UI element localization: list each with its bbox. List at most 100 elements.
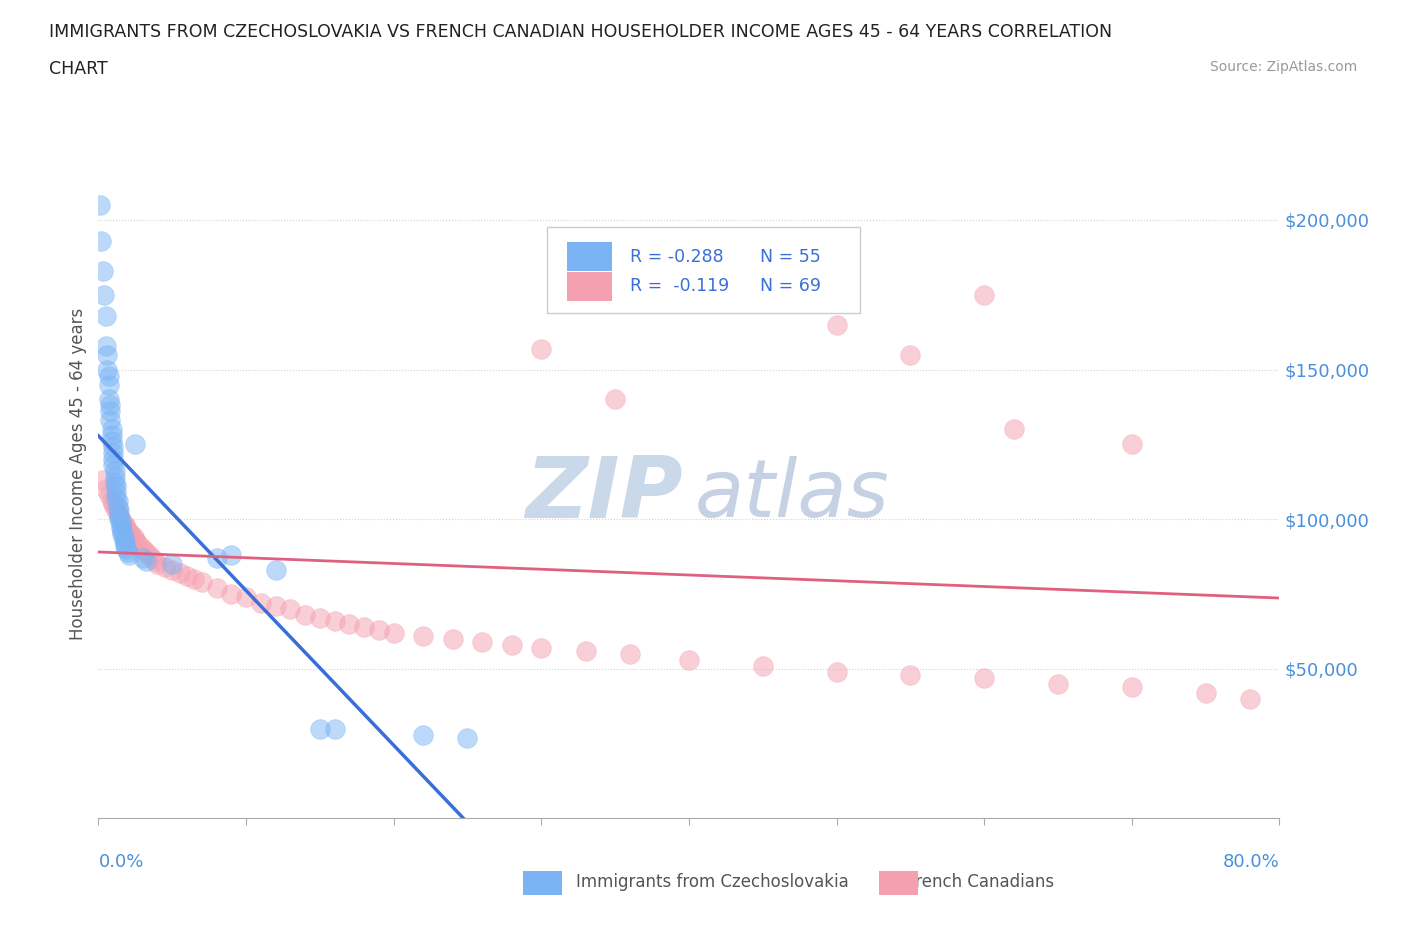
- FancyBboxPatch shape: [567, 243, 612, 272]
- Point: [146, 557, 169, 572]
- Point: [100, 428, 122, 443]
- Point: [619, 646, 641, 661]
- Point: [104, 470, 127, 485]
- Point: [138, 548, 160, 563]
- Point: [90, 233, 112, 248]
- Point: [107, 499, 129, 514]
- Text: ZIP: ZIP: [526, 454, 683, 537]
- Point: [278, 602, 302, 617]
- Point: [104, 464, 127, 479]
- Point: [135, 553, 157, 568]
- Point: [128, 538, 150, 553]
- FancyBboxPatch shape: [547, 227, 860, 312]
- Point: [111, 526, 134, 541]
- Point: [191, 575, 214, 590]
- Point: [162, 563, 183, 578]
- Point: [1002, 422, 1025, 437]
- Point: [456, 730, 478, 745]
- Point: [973, 671, 995, 685]
- Point: [96, 362, 118, 377]
- Point: [103, 452, 125, 467]
- Text: IMMIGRANTS FROM CZECHOSLOVAKIA VS FRENCH CANADIAN HOUSEHOLDER INCOME AGES 45 - 6: IMMIGRANTS FROM CZECHOSLOVAKIA VS FRENCH…: [49, 23, 1112, 41]
- Text: R =  -0.119: R = -0.119: [630, 277, 730, 296]
- Point: [103, 458, 125, 472]
- Point: [117, 524, 139, 538]
- Point: [115, 541, 138, 556]
- Point: [107, 506, 129, 521]
- Point: [117, 545, 139, 560]
- Point: [412, 629, 434, 644]
- Point: [153, 560, 176, 575]
- Point: [132, 541, 155, 556]
- Point: [501, 637, 523, 652]
- Point: [111, 524, 134, 538]
- Point: [169, 565, 191, 580]
- Text: Source: ZipAtlas.com: Source: ZipAtlas.com: [1209, 60, 1357, 74]
- Point: [205, 580, 228, 595]
- Point: [309, 610, 332, 625]
- Point: [89, 197, 111, 212]
- Point: [112, 530, 135, 545]
- Point: [94, 308, 117, 323]
- Point: [105, 479, 128, 494]
- Point: [108, 509, 131, 524]
- Point: [235, 590, 257, 604]
- Point: [162, 557, 183, 572]
- Point: [122, 530, 145, 545]
- Point: [530, 341, 553, 356]
- Point: [219, 548, 242, 563]
- Point: [124, 533, 146, 548]
- Point: [97, 368, 120, 383]
- Point: [294, 607, 316, 622]
- Point: [98, 413, 121, 428]
- Point: [973, 287, 995, 302]
- Point: [678, 652, 700, 667]
- Point: [605, 392, 627, 407]
- Point: [353, 619, 375, 634]
- Point: [135, 545, 157, 560]
- Point: [98, 404, 121, 418]
- Point: [368, 622, 391, 637]
- Point: [110, 512, 132, 526]
- Point: [97, 488, 120, 503]
- Point: [309, 721, 332, 736]
- Point: [751, 658, 773, 673]
- Point: [441, 631, 464, 646]
- Point: [205, 551, 228, 565]
- Point: [176, 568, 198, 583]
- Point: [124, 437, 146, 452]
- Point: [103, 445, 125, 460]
- Point: [112, 518, 135, 533]
- Point: [110, 521, 132, 536]
- Point: [825, 664, 848, 679]
- Point: [94, 339, 117, 353]
- Point: [1121, 679, 1143, 694]
- Text: R = -0.288: R = -0.288: [630, 247, 724, 266]
- FancyBboxPatch shape: [567, 272, 612, 301]
- Point: [100, 494, 122, 509]
- Point: [91, 263, 114, 278]
- Text: 80.0%: 80.0%: [1223, 853, 1279, 870]
- Point: [114, 538, 136, 553]
- Point: [104, 499, 127, 514]
- Point: [105, 491, 128, 506]
- Point: [143, 553, 166, 568]
- Point: [337, 617, 360, 631]
- Point: [141, 551, 163, 565]
- Point: [93, 287, 115, 302]
- Point: [118, 548, 141, 563]
- Text: N = 55: N = 55: [759, 247, 821, 266]
- Point: [118, 526, 141, 541]
- Y-axis label: Householder Income Ages 45 - 64 years: Householder Income Ages 45 - 64 years: [69, 308, 87, 641]
- Point: [108, 503, 131, 518]
- Point: [219, 587, 242, 602]
- Point: [183, 572, 205, 587]
- Point: [98, 398, 121, 413]
- Point: [114, 518, 136, 533]
- Point: [97, 392, 120, 407]
- Point: [574, 644, 596, 658]
- Point: [264, 563, 287, 578]
- Point: [125, 536, 148, 551]
- Point: [108, 512, 131, 526]
- Point: [900, 347, 922, 362]
